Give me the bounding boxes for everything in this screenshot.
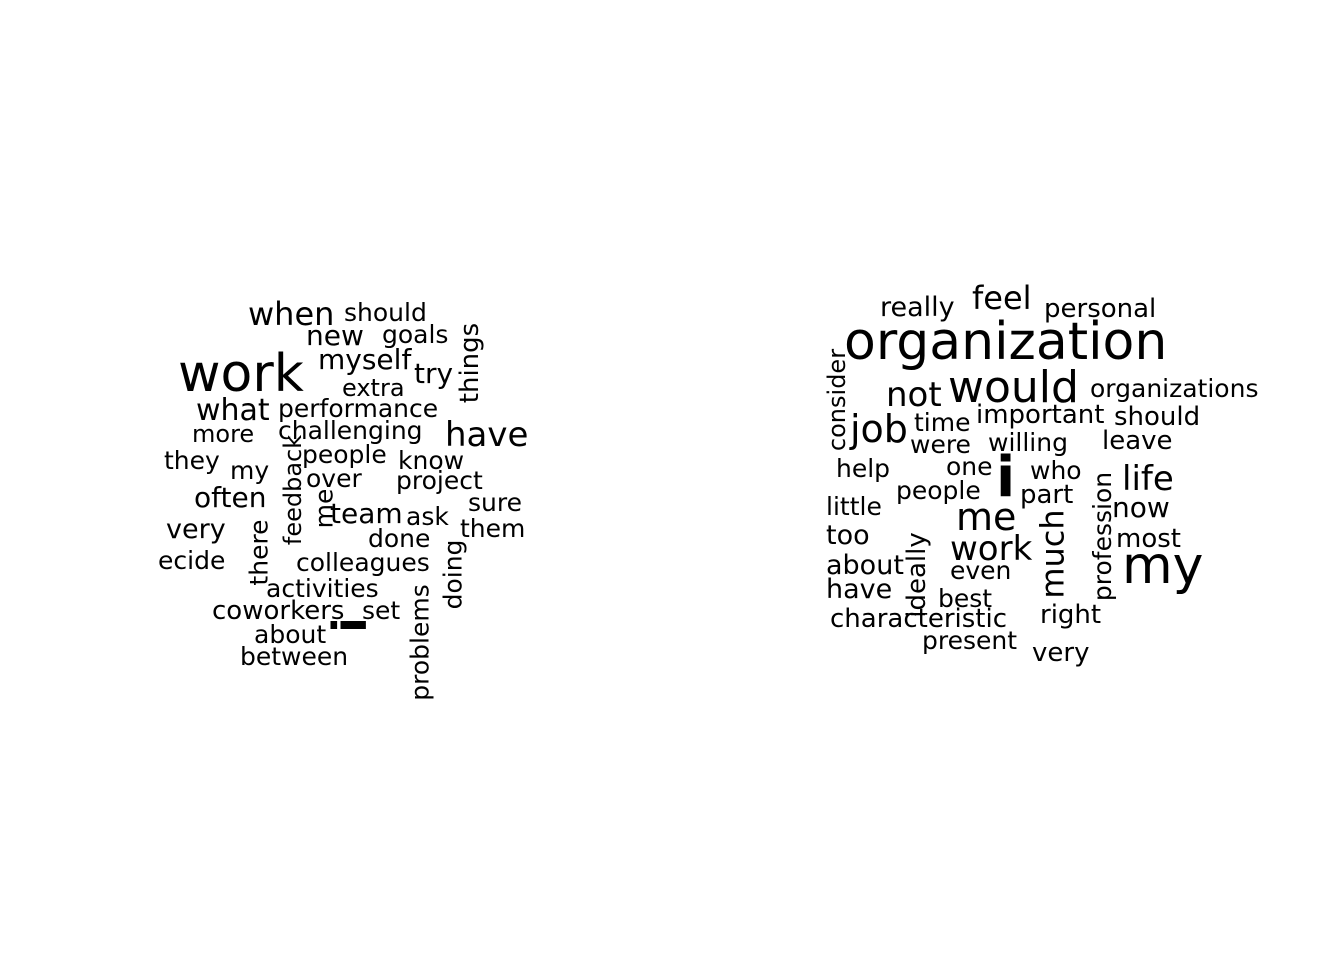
word: work	[950, 529, 1033, 569]
word: people	[896, 476, 981, 505]
word: coworkers	[212, 596, 345, 626]
word: know	[398, 446, 465, 475]
word: set	[362, 596, 401, 625]
word: even	[950, 556, 1012, 585]
word: willing	[988, 428, 1068, 457]
word: project	[396, 466, 483, 495]
word: when	[248, 295, 335, 333]
word: most	[1116, 524, 1181, 554]
word: problems	[405, 584, 435, 701]
word: ecide	[158, 546, 226, 575]
word: would	[948, 362, 1079, 413]
word: i	[996, 445, 1016, 510]
word: doing	[438, 539, 468, 610]
word: about	[254, 620, 327, 649]
word: about	[826, 550, 904, 581]
word: challenging	[278, 416, 423, 445]
word: they	[164, 446, 220, 475]
word: much	[1033, 509, 1072, 599]
word: organizations	[1090, 374, 1259, 403]
word: my	[1122, 536, 1204, 596]
word: colleagues	[296, 548, 430, 577]
word: ask	[406, 502, 449, 531]
word: have	[826, 574, 893, 605]
word: should	[344, 298, 427, 327]
word: life	[1122, 459, 1174, 499]
word: new	[306, 319, 364, 352]
word: help	[836, 454, 891, 483]
word: what	[196, 393, 270, 428]
word: sure	[468, 488, 522, 517]
word: were	[910, 430, 971, 459]
word: them	[460, 514, 526, 543]
word: things	[455, 322, 486, 404]
word: activities	[266, 574, 379, 603]
word: time	[914, 408, 971, 437]
word: present	[922, 626, 1018, 655]
word: done	[368, 524, 431, 553]
word: often	[194, 481, 267, 514]
word: feel	[972, 279, 1032, 317]
word: personal	[1044, 294, 1157, 324]
word: very	[1032, 638, 1090, 668]
word: very	[166, 514, 226, 545]
word: not	[886, 375, 942, 415]
word: performance	[278, 394, 439, 423]
word: people	[302, 440, 387, 469]
word: extra	[342, 374, 405, 402]
word: myself	[318, 343, 412, 376]
word: little	[826, 492, 882, 521]
word: more	[192, 420, 255, 448]
word: really	[880, 292, 955, 323]
word: goals	[382, 320, 449, 349]
word: over	[306, 464, 362, 493]
word: job	[850, 407, 908, 451]
word: important	[976, 400, 1105, 430]
word: too	[826, 520, 870, 551]
word: have	[445, 415, 529, 455]
word: leave	[1102, 426, 1173, 456]
word: characteristic	[830, 604, 1007, 634]
word: consider	[826, 348, 852, 452]
word: feedback	[279, 434, 308, 546]
word: between	[240, 642, 349, 671]
word: right	[1040, 600, 1102, 630]
word: profession	[1088, 471, 1118, 602]
word: should	[1114, 402, 1201, 432]
word: me	[956, 495, 1017, 539]
word: now	[1112, 491, 1170, 524]
word: part	[1020, 480, 1074, 510]
right-word-cloud: really feel personal organization consid…	[826, 270, 1266, 670]
word: best	[938, 584, 993, 613]
left-word-cloud: work when should new goals myself try th…	[150, 280, 550, 720]
word: my	[230, 456, 270, 485]
word: who	[1030, 456, 1082, 485]
word: i	[322, 617, 377, 633]
word: work	[178, 344, 304, 404]
word: team	[330, 497, 403, 530]
word: organization	[844, 312, 1168, 372]
word: one	[946, 452, 993, 481]
word: try	[414, 357, 454, 390]
